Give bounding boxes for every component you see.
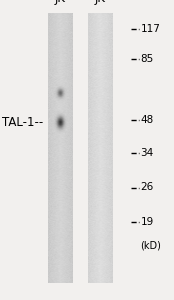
- Text: 48: 48: [141, 115, 154, 125]
- Text: TAL-1--: TAL-1--: [2, 116, 43, 129]
- Text: JK: JK: [54, 0, 66, 5]
- Text: 26: 26: [141, 182, 154, 193]
- Text: (kD): (kD): [141, 241, 161, 251]
- Text: 19: 19: [141, 217, 154, 227]
- Text: 117: 117: [141, 23, 160, 34]
- Text: 85: 85: [141, 53, 154, 64]
- Text: JK: JK: [94, 0, 106, 5]
- Text: 34: 34: [141, 148, 154, 158]
